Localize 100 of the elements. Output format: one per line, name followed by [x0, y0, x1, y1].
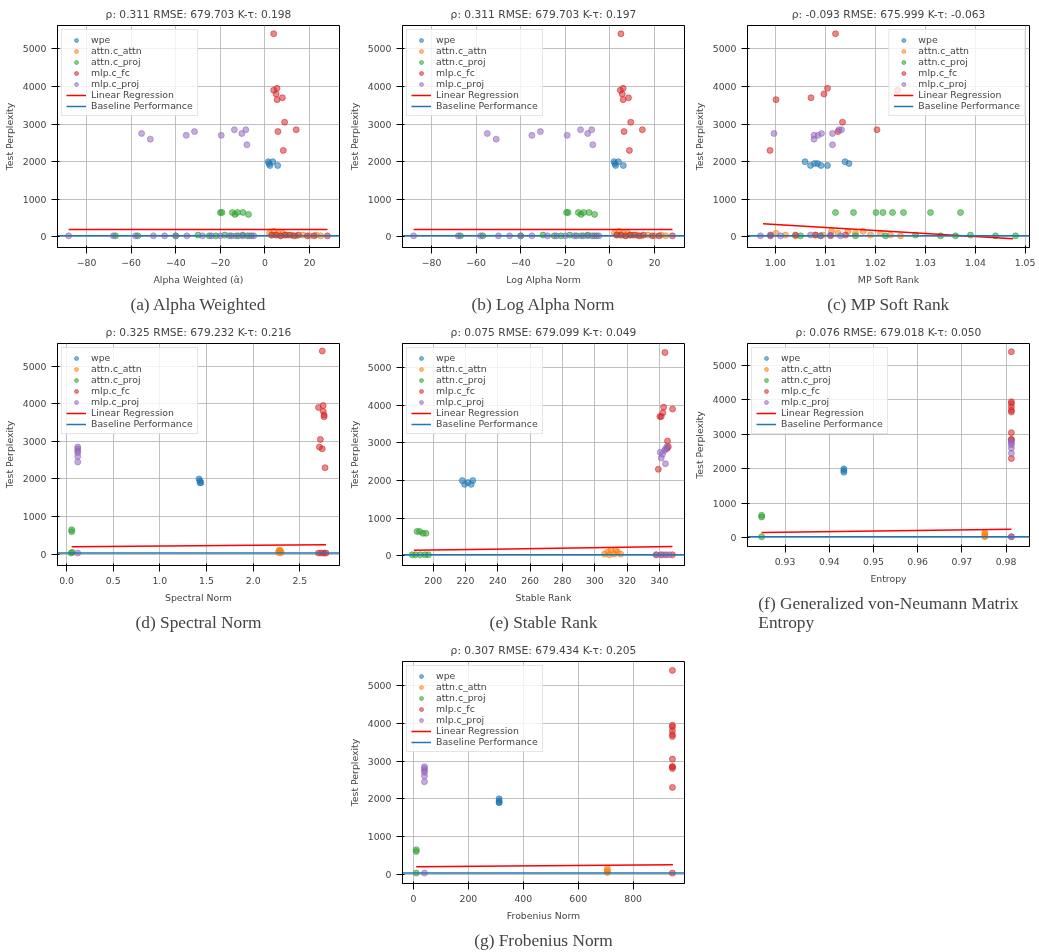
legend-label: mlp.c_proj [436, 396, 485, 407]
x-tick-label: −40 [510, 256, 531, 268]
x-tick-label: 0.97 [951, 555, 973, 567]
x-tick-label: 0.95 [863, 555, 884, 567]
y-tick-label: 3000 [712, 118, 737, 130]
x-tick-label: 260 [521, 574, 540, 586]
legend-label: Baseline Performance [436, 418, 538, 429]
legend-label: wpe [91, 34, 111, 45]
x-tick-label: 0.94 [818, 555, 840, 567]
legend-label: Linear Regression [436, 89, 519, 100]
legend-label: wpe [436, 34, 456, 45]
y-tick-label: 3000 [22, 435, 47, 447]
legend-label: Linear Regression [781, 407, 864, 418]
x-tick-label: 240 [488, 574, 507, 586]
y-tick-label: 4000 [367, 80, 392, 92]
y-tick-label: 5000 [712, 43, 737, 55]
x-tick-label: 1.03 [915, 256, 936, 268]
y-tick-label: 1000 [367, 512, 392, 524]
legend-label: attn.c_attn [781, 363, 832, 374]
legend-label: mlp.c_fc [781, 385, 820, 396]
legend-label: mlp.c_fc [436, 385, 475, 396]
legend-label: attn.c_attn [436, 363, 487, 374]
y-tick-label: 1000 [367, 193, 392, 205]
y-tick-label: 1000 [712, 193, 737, 205]
x-tick-label: 200 [459, 892, 478, 904]
x-axis-title: MP Soft Rank [857, 273, 920, 285]
legend-label: Baseline Performance [436, 736, 538, 747]
y-tick-label: 5000 [22, 43, 47, 55]
y-tick-label: 2000 [712, 463, 737, 475]
y-tick-label: 4000 [22, 80, 47, 92]
legend-label: attn.c_proj [436, 56, 486, 67]
chart-title: ρ: 0.325 RMSE: 679.232 K-τ: 0.216 [105, 325, 292, 339]
legend-label: attn.c_proj [91, 374, 141, 385]
y-tick-label: 3000 [367, 755, 392, 767]
legend-label: Linear Regression [91, 89, 174, 100]
x-tick-label: 280 [553, 574, 572, 586]
y-tick-label: 0 [730, 532, 737, 544]
y-tick-label: 4000 [22, 398, 47, 410]
legend-label: attn.c_proj [781, 374, 831, 385]
legend-label: mlp.c_proj [91, 396, 140, 407]
x-tick-label: 0 [410, 892, 417, 904]
x-tick-label: 1.5 [199, 574, 215, 586]
x-tick-label: −20 [210, 256, 231, 268]
x-tick-label: 300 [585, 574, 604, 586]
legend-label: Linear Regression [436, 407, 519, 418]
y-tick-label: 4000 [712, 394, 737, 406]
x-axis-title: Frobenius Norm [506, 909, 581, 921]
y-axis-title: Test Perplexity [693, 102, 705, 172]
legend-label: Linear Regression [436, 725, 519, 736]
x-tick-label: 320 [618, 574, 637, 586]
y-tick-label: 5000 [367, 362, 392, 374]
y-tick-label: 3000 [22, 118, 47, 130]
x-tick-label: −20 [555, 256, 576, 268]
y-tick-label: 1000 [367, 831, 392, 842]
legend-label: attn.c_proj [436, 692, 486, 703]
legend-label: wpe [781, 352, 801, 363]
y-tick-label: 2000 [712, 156, 737, 168]
legend-label: mlp.c_fc [918, 67, 958, 78]
legend-label: mlp.c_proj [781, 396, 830, 407]
x-axis-title: Entropy [870, 572, 908, 584]
x-tick-label: 0.5 [105, 574, 121, 586]
y-axis-title: Test Perplexity [3, 102, 15, 172]
text: (d) Spectral Norm [135, 612, 263, 632]
legend-label: wpe [436, 670, 456, 681]
y-tick-label: 4000 [367, 399, 392, 411]
x-tick-label: 220 [456, 574, 475, 586]
chart-title: ρ: -0.093 RMSE: 675.999 K-τ: -0.063 [791, 7, 986, 21]
x-axis-title: Stable Rank [515, 591, 573, 603]
x-tick-label: 1.05 [1014, 256, 1036, 268]
x-tick-label: −40 [165, 256, 186, 268]
legend-label: mlp.c_fc [91, 67, 130, 78]
y-tick-label: 3000 [367, 437, 392, 449]
legend-label: attn.c_proj [91, 56, 141, 67]
legend-label: attn.c_proj [918, 56, 968, 67]
y-tick-label: 0 [385, 868, 392, 880]
y-axis-title: Test Perplexity [3, 420, 15, 490]
y-tick-label: 3000 [712, 428, 737, 440]
x-axis-title: Alpha Weighted (α̂) [153, 273, 244, 285]
legend-label: mlp.c_proj [918, 78, 967, 89]
x-tick-label: 2.0 [245, 574, 261, 586]
x-tick-label: 1.02 [865, 256, 886, 268]
legend-label: mlp.c_proj [436, 78, 485, 89]
legend-label: Linear Regression [918, 89, 1002, 100]
legend-label: Baseline Performance [436, 100, 538, 111]
chart-title: ρ: 0.307 RMSE: 679.434 K-τ: 0.205 [450, 643, 637, 657]
legend-label: attn.c_attn [91, 45, 142, 56]
y-axis-title: Test Perplexity [348, 420, 360, 490]
chart-title: ρ: 0.075 RMSE: 679.099 K-τ: 0.049 [450, 325, 637, 339]
x-tick-label: 1.01 [815, 256, 836, 268]
x-tick-label: 1.04 [965, 256, 986, 268]
x-axis-title: Spectral Norm [165, 591, 232, 603]
y-tick-label: 2000 [367, 793, 392, 805]
y-tick-label: 5000 [712, 360, 737, 372]
text: (c) MP Soft Rank [827, 294, 950, 314]
y-tick-label: 2000 [22, 156, 47, 168]
legend-label: Linear Regression [91, 407, 174, 418]
y-axis-title: Test Perplexity [348, 738, 360, 808]
legend-label: attn.c_proj [436, 374, 486, 385]
y-tick-label: 1000 [712, 497, 737, 509]
y-tick-label: 5000 [367, 43, 392, 55]
